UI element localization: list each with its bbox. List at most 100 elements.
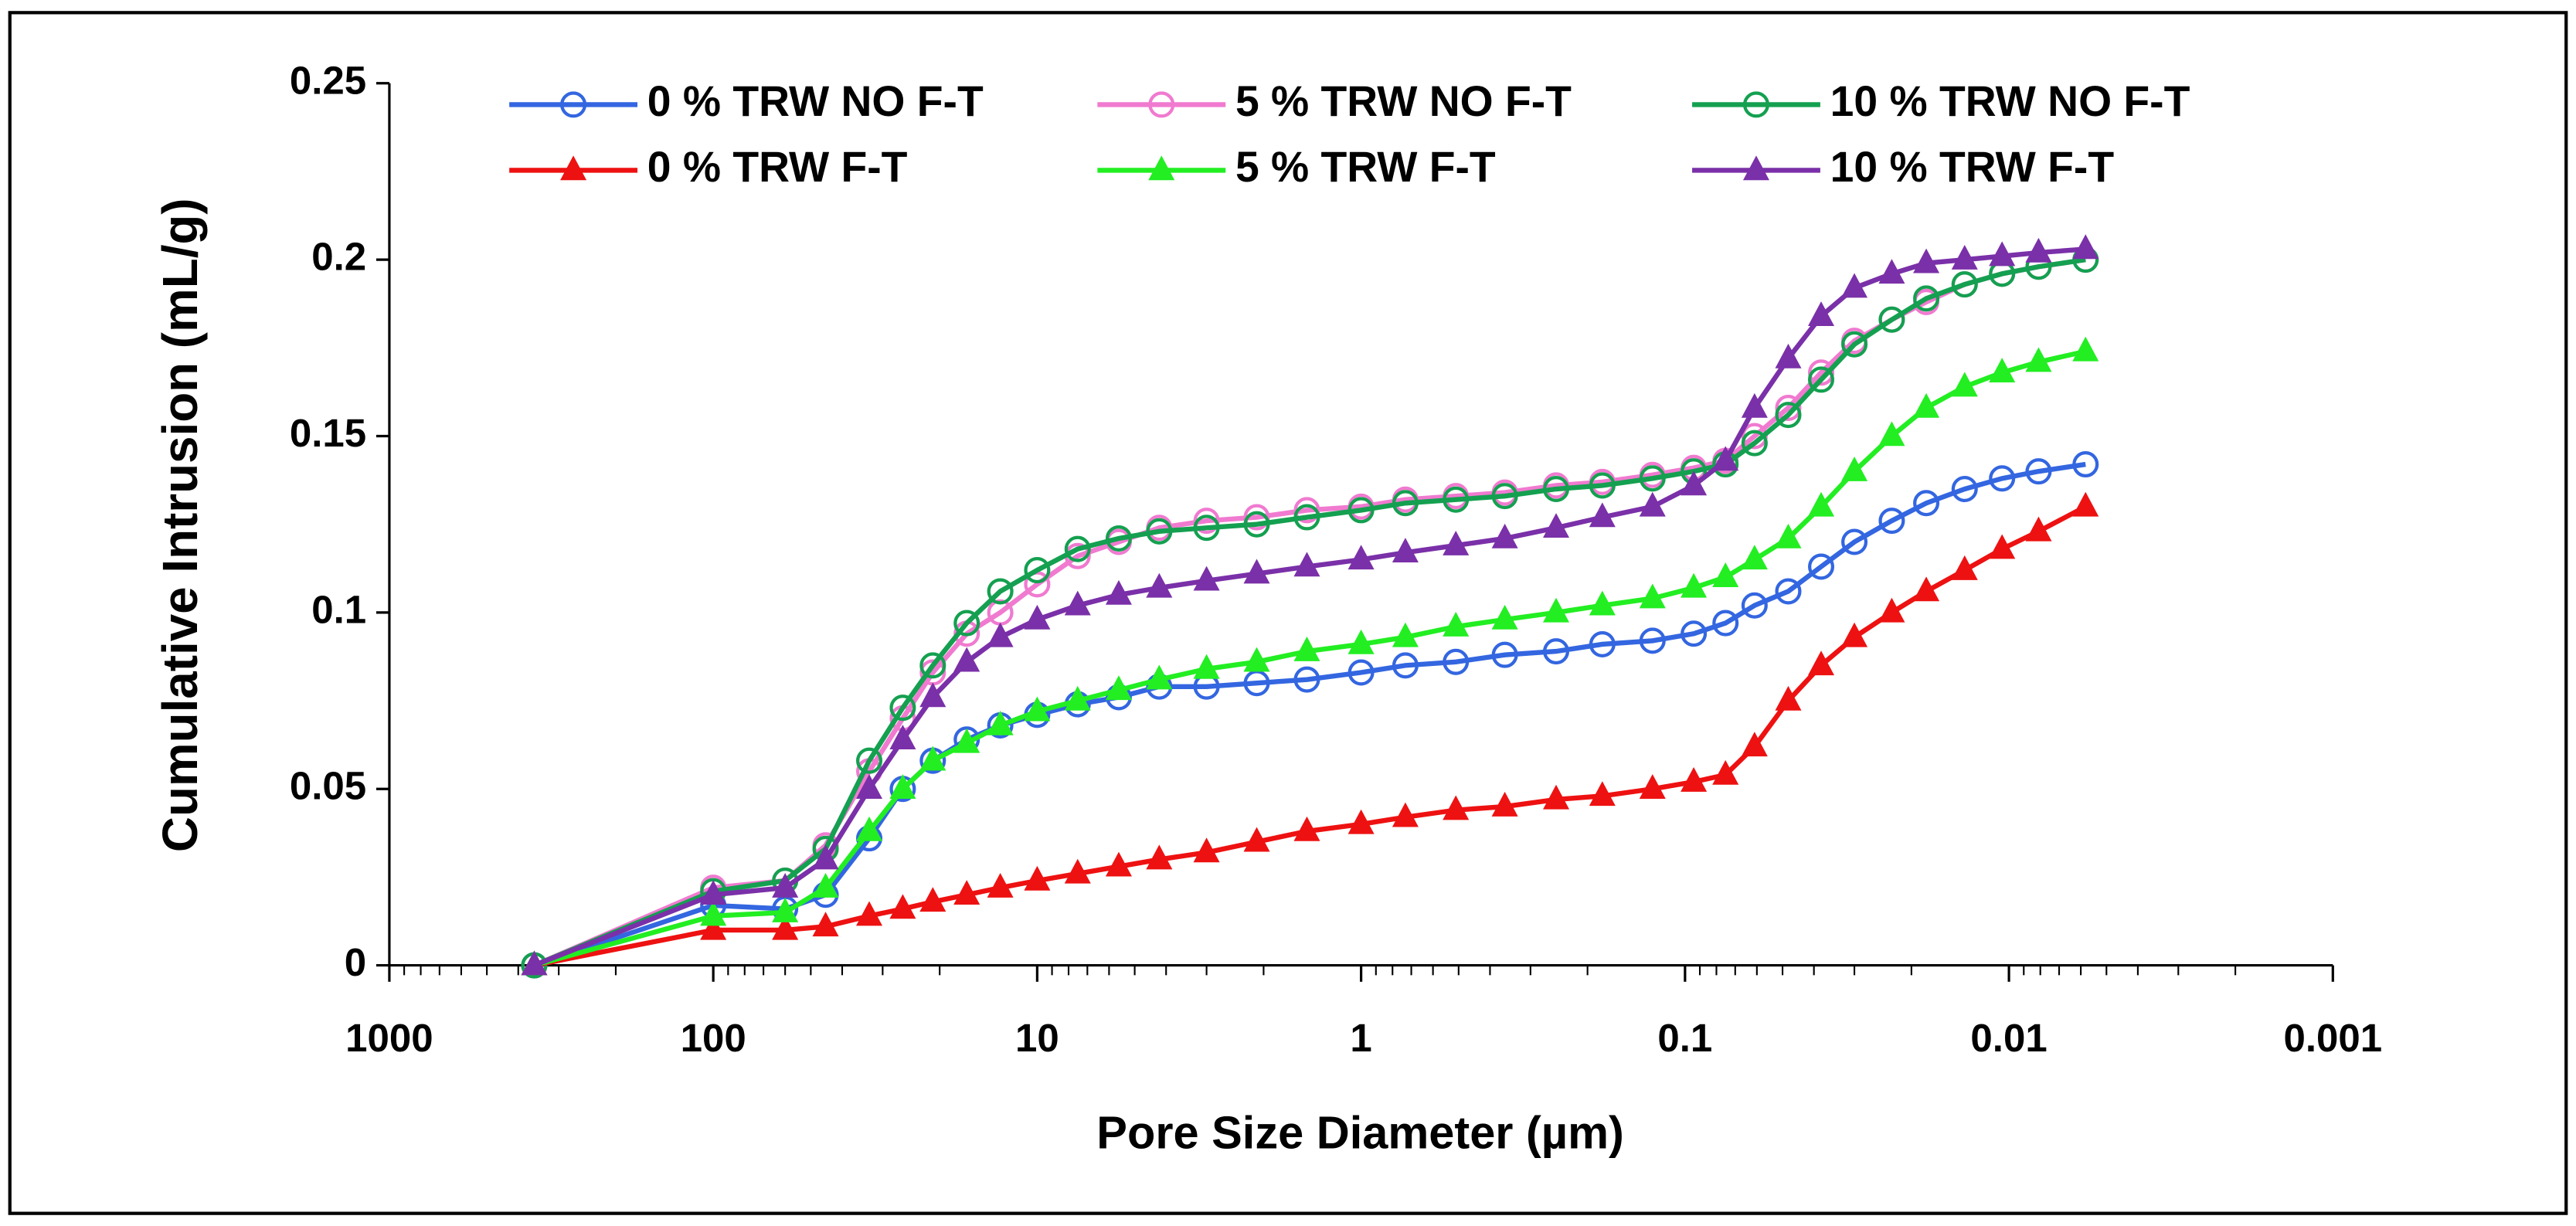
legend-label: 10 % TRW F-T [1830, 143, 2115, 191]
data-point [889, 725, 916, 750]
x-tick-label: 1 [1350, 1016, 1371, 1060]
data-point [1951, 271, 1978, 298]
data-point [1243, 647, 1270, 672]
data-point [1024, 696, 1051, 722]
legend-marker [1148, 155, 1175, 181]
x-tick-label: 0.1 [1657, 1016, 1712, 1060]
legend-marker [1148, 91, 1175, 118]
data-point [1808, 491, 1835, 517]
data-point [1878, 306, 1905, 333]
data-point [1808, 650, 1835, 676]
data-point [700, 915, 727, 940]
data-point [1712, 759, 1739, 785]
data-point [1243, 504, 1270, 531]
data-point [1913, 490, 1940, 517]
y-tick-label: 0.1 [311, 587, 366, 631]
data-point [1681, 572, 1708, 598]
data-point [1775, 394, 1802, 421]
data-point [1712, 610, 1739, 637]
data-point [1989, 465, 2016, 492]
data-point [889, 695, 916, 722]
data-point [2025, 237, 2052, 263]
data-point [1775, 523, 1802, 548]
data-point [1808, 553, 1835, 580]
data-point [1105, 675, 1132, 701]
data-point [2025, 347, 2052, 372]
data-point [919, 682, 946, 708]
data-point [1024, 865, 1051, 891]
data-point [772, 897, 799, 922]
data-point [1543, 784, 1570, 810]
data-point [987, 578, 1014, 605]
data-point [1913, 285, 1940, 312]
data-point [953, 880, 980, 905]
legend-marker [560, 155, 587, 181]
series-line [533, 256, 2086, 968]
data-point [1105, 851, 1132, 877]
data-point [987, 622, 1014, 647]
data-point [1064, 590, 1091, 616]
data-point [1064, 685, 1091, 711]
data-point [1681, 766, 1708, 792]
legend-label: 5 % TRW NO F-T [1235, 77, 1572, 125]
data-point [1293, 816, 1320, 841]
data-point [1775, 578, 1802, 605]
data-point [1639, 583, 1666, 609]
data-point [1243, 511, 1270, 538]
data-point [1347, 809, 1375, 834]
data-point [1347, 629, 1375, 654]
data-point [772, 872, 799, 898]
data-point [1193, 654, 1220, 679]
legend-label: 0 % TRW F-T [647, 143, 908, 191]
data-point [1146, 844, 1173, 870]
data-point [1392, 538, 1419, 562]
data-point [1989, 534, 2016, 559]
data-point [1841, 273, 1868, 298]
data-point [919, 745, 946, 771]
y-tick-label: 0.2 [311, 235, 366, 279]
x-tick-label: 10 [1015, 1016, 1059, 1060]
data-point [1589, 781, 1616, 807]
data-point [1064, 535, 1091, 562]
data-point [1064, 858, 1091, 884]
data-point [1878, 597, 1905, 623]
data-point [1543, 513, 1570, 538]
data-point [953, 647, 980, 672]
data-point [1589, 472, 1616, 499]
data-point [1392, 802, 1419, 827]
data-point [1712, 562, 1739, 587]
data-point [1878, 508, 1905, 535]
data-point [1347, 497, 1375, 524]
data-point [1146, 572, 1173, 598]
data-point [1105, 525, 1132, 552]
data-point [1193, 565, 1220, 591]
data-point [1639, 465, 1666, 492]
data-point [856, 816, 883, 841]
data-point [2025, 458, 2052, 485]
data-point [1347, 545, 1375, 570]
data-point [1193, 508, 1220, 535]
data-point [1989, 241, 2016, 267]
data-point [1951, 475, 1978, 503]
data-point [1681, 470, 1708, 496]
data-point [812, 912, 839, 937]
data-point [889, 774, 916, 799]
data-point [1775, 402, 1802, 429]
y-tick-label: 0.05 [290, 764, 366, 808]
data-point [2072, 451, 2099, 478]
data-point [700, 880, 727, 905]
data-point [953, 728, 980, 753]
data-point [1681, 620, 1708, 647]
data-point [1878, 259, 1905, 284]
data-point [1878, 421, 1905, 447]
data-point [2072, 336, 2099, 362]
data-point [1024, 557, 1051, 584]
data-point [1491, 604, 1518, 630]
data-point [1392, 652, 1419, 679]
data-point [1589, 590, 1616, 616]
data-point [1543, 638, 1570, 665]
data-point [856, 774, 883, 799]
data-point [1589, 502, 1616, 528]
data-point [1589, 630, 1616, 657]
